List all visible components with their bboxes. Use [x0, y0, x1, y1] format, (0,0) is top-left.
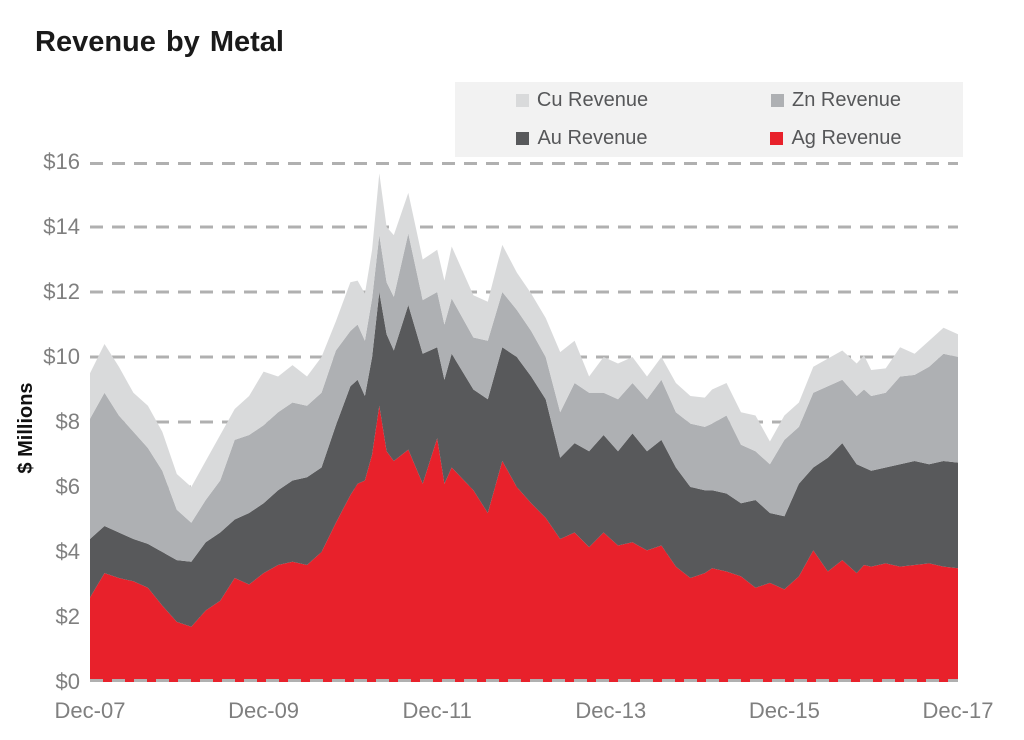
chart-svg [90, 162, 958, 682]
y-tick-label: $8 [55, 409, 80, 434]
chart-title: Revenue by Metal [35, 26, 284, 58]
y-tick-label: $14 [43, 214, 80, 239]
y-tick-label: $0 [55, 669, 80, 694]
au-swatch-icon [516, 131, 530, 145]
x-tick-label: Dec-07 [54, 698, 126, 723]
legend-label-cu: Cu Revenue [536, 89, 649, 112]
x-tick-label: Dec-11 [402, 698, 472, 723]
ag-swatch-icon [770, 131, 784, 145]
x-tick-label: Dec-13 [575, 698, 647, 723]
area-au [90, 292, 958, 627]
legend-item-zn: Zn Revenue [709, 82, 963, 120]
x-tick-label: Dec-09 [228, 698, 300, 723]
legend-label-ag: Ag Revenue [791, 126, 902, 149]
y-tick-label: $2 [55, 604, 80, 629]
legend-item-au: Au Revenue [455, 120, 709, 158]
area-zn [90, 233, 958, 562]
plot-area [90, 162, 958, 686]
y-tick-label: $12 [43, 279, 80, 304]
area-cu [90, 173, 958, 523]
legend: Cu Revenue Zn Revenue Au Revenue Ag Reve… [455, 82, 963, 157]
x-tick-label: Dec-15 [748, 698, 820, 723]
area-ag [90, 405, 958, 682]
legend-item-ag: Ag Revenue [709, 120, 963, 158]
zn-swatch-icon [771, 94, 785, 108]
legend-label-au: Au Revenue [537, 126, 648, 149]
y-tick-label: $10 [43, 344, 80, 369]
cu-swatch-icon [515, 94, 529, 108]
y-tick-label: $16 [43, 149, 80, 174]
x-tick-label: Dec-17 [922, 698, 994, 723]
y-tick-label: $4 [55, 539, 80, 564]
y-tick-label: $6 [55, 474, 80, 499]
legend-item-cu: Cu Revenue [455, 82, 709, 120]
legend-label-zn: Zn Revenue [792, 89, 901, 112]
